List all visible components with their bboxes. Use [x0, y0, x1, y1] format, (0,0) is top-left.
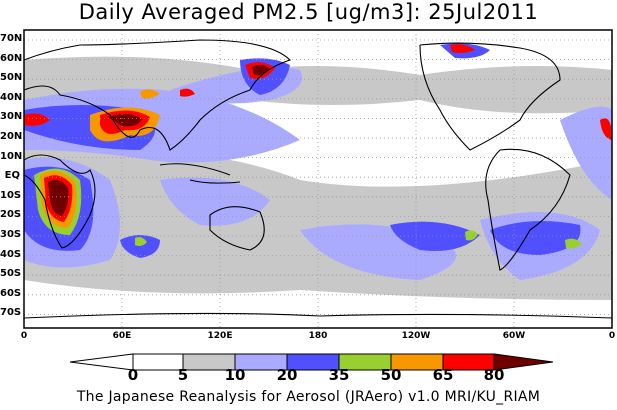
latitude-label: 70S — [0, 307, 22, 319]
latitude-label: 30N — [0, 111, 23, 123]
longitude-label: 60E — [112, 331, 132, 341]
latitude-label: 20S — [0, 209, 22, 221]
colorbar-level-label: 80 — [483, 366, 505, 384]
colorbar-level-label: 20 — [276, 366, 298, 384]
latitude-label: 40N — [0, 91, 23, 103]
colorbar-level-label: 0 — [127, 366, 139, 384]
footer-credit: The Japanese Reanalysis for Aerosol (JRA… — [76, 389, 541, 405]
colorbar-level-label: 10 — [224, 366, 246, 384]
latitude-label: 70N — [0, 33, 23, 44]
colorbar-overflow-triangle — [493, 353, 554, 371]
colorbar-level-label: 35 — [328, 366, 350, 384]
colorbar-level-label: 5 — [177, 366, 189, 384]
map-title: Daily Averaged PM2.5 [ug/m3]: 25Jul2011 — [78, 0, 539, 24]
latitude-label: 40S — [0, 248, 22, 260]
colorbar-level-label: 65 — [432, 366, 454, 384]
longitude-label: 0 — [608, 331, 616, 341]
latitude-label: 50N — [0, 72, 23, 84]
latitude-label: 10N — [0, 150, 23, 162]
longitude-label: 180 — [308, 331, 328, 341]
longitude-label: 60W — [502, 331, 526, 341]
latitude-label: 60S — [0, 287, 22, 299]
graticule — [24, 30, 612, 328]
coastlines — [23, 39, 613, 319]
latitude-label: 20N — [0, 131, 23, 142]
latitude-label: 60N — [0, 52, 23, 64]
longitude-label: 120W — [401, 331, 431, 341]
pm25-field — [24, 43, 612, 300]
colorbar-level-label: 50 — [380, 366, 402, 384]
colorbar-bin-0-5 — [132, 353, 184, 371]
latitude-label: 30S — [0, 229, 22, 240]
colorbar — [69, 353, 554, 371]
latitude-label: 10S — [0, 189, 22, 201]
colorbar-underflow-triangle — [69, 353, 134, 371]
longitude-label: 120E — [207, 331, 233, 341]
longitude-label: 0 — [20, 331, 28, 341]
latitude-label: 50S — [0, 268, 22, 280]
latitude-label: EQ — [4, 170, 20, 182]
map-frame — [23, 29, 613, 329]
